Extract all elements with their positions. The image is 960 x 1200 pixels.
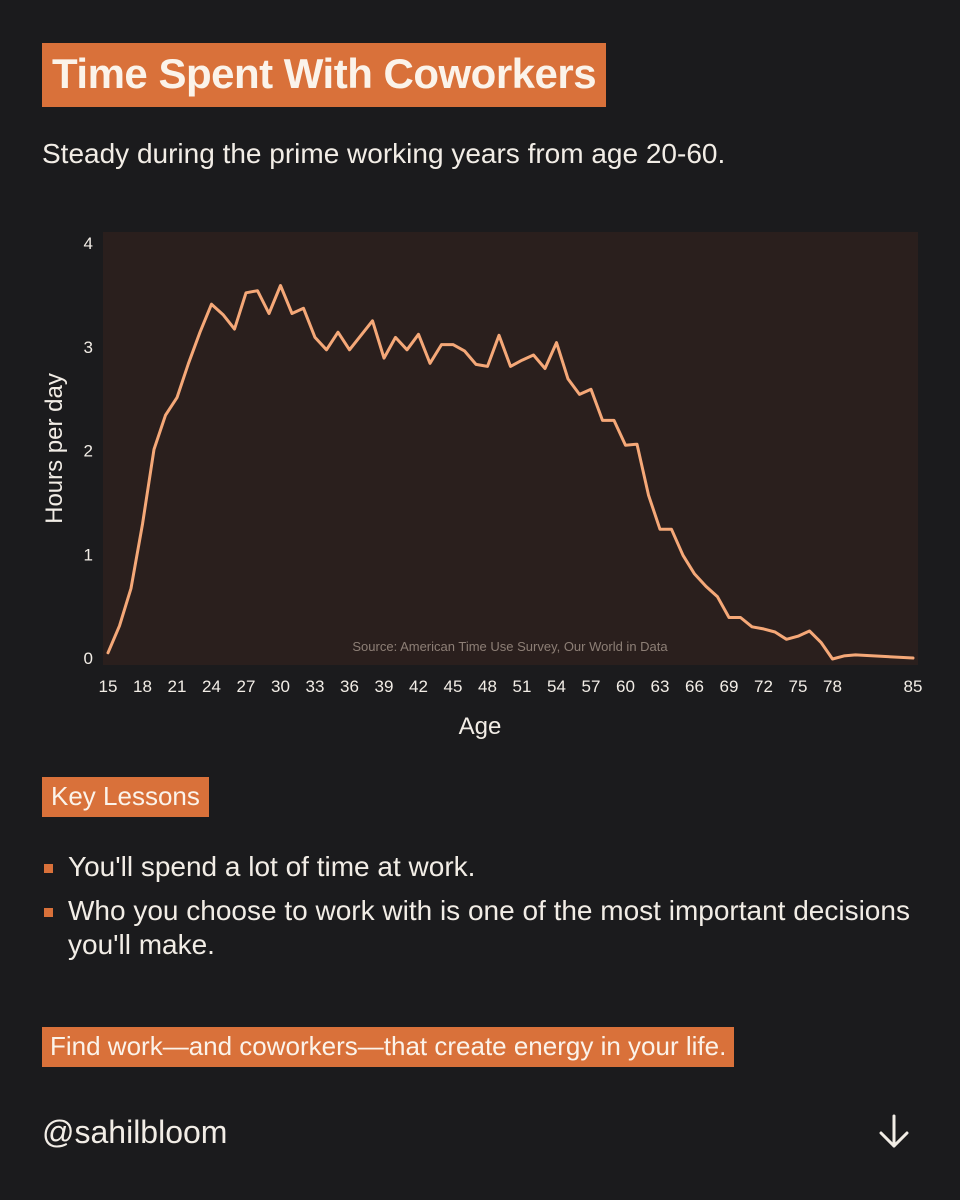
x-tick-label: 69 xyxy=(720,677,739,696)
y-tick-label: 0 xyxy=(84,649,93,668)
plot-area xyxy=(103,232,918,665)
x-tick-label: 30 xyxy=(271,677,290,696)
x-tick-label: 66 xyxy=(685,677,704,696)
author-handle[interactable]: @sahilbloom xyxy=(42,1114,228,1150)
x-tick-label: 63 xyxy=(651,677,670,696)
x-tick-label: 15 xyxy=(99,677,118,696)
series-line xyxy=(106,284,915,661)
lesson-item: Who you choose to work with is one of th… xyxy=(42,894,922,962)
arrow-down-icon[interactable] xyxy=(874,1112,914,1157)
x-tick-label: 78 xyxy=(823,677,842,696)
x-tick-label: 45 xyxy=(444,677,463,696)
x-tick-label: 33 xyxy=(306,677,325,696)
y-tick-label: 1 xyxy=(84,545,93,564)
x-tick-label: 54 xyxy=(547,677,566,696)
y-tick-label: 2 xyxy=(84,442,93,461)
lesson-text: You'll spend a lot of time at work. xyxy=(68,851,476,882)
lesson-text: Who you choose to work with is one of th… xyxy=(68,895,910,960)
key-lessons-heading: Key Lessons xyxy=(42,777,209,817)
chart-svg: Source: American Time Use Survey, Our Wo… xyxy=(41,232,923,740)
y-axis-label: Hours per day xyxy=(41,373,68,524)
page-subtitle: Steady during the prime working years fr… xyxy=(42,138,726,169)
lessons-list: You'll spend a lot of time at work. Who … xyxy=(42,850,922,972)
x-tick-label: 72 xyxy=(754,677,773,696)
lesson-item: You'll spend a lot of time at work. xyxy=(42,850,922,884)
x-axis-label: Age xyxy=(459,713,502,740)
x-tick-label: 48 xyxy=(478,677,497,696)
x-tick-label: 18 xyxy=(133,677,152,696)
source-annotation: Source: American Time Use Survey, Our Wo… xyxy=(352,639,668,654)
x-tick-label: 42 xyxy=(409,677,428,696)
call-to-action: Find work—and coworkers—that create ener… xyxy=(42,1027,735,1067)
x-tick-label: 85 xyxy=(904,677,923,696)
x-tick-label: 24 xyxy=(202,677,221,696)
x-tick-label: 51 xyxy=(513,677,532,696)
x-tick-label: 57 xyxy=(582,677,601,696)
x-tick-label: 27 xyxy=(237,677,256,696)
bullet-square-icon xyxy=(44,864,53,873)
y-tick-label: 4 xyxy=(84,234,93,253)
bullet-square-icon xyxy=(44,908,53,917)
x-tick-label: 60 xyxy=(616,677,635,696)
y-tick-label: 3 xyxy=(84,338,93,357)
x-tick-label: 75 xyxy=(789,677,808,696)
chart: Source: American Time Use Survey, Our Wo… xyxy=(0,220,960,760)
x-tick-label: 39 xyxy=(375,677,394,696)
page-title: Time Spent With Coworkers xyxy=(42,43,607,107)
x-tick-label: 36 xyxy=(340,677,359,696)
x-tick-label: 21 xyxy=(168,677,187,696)
